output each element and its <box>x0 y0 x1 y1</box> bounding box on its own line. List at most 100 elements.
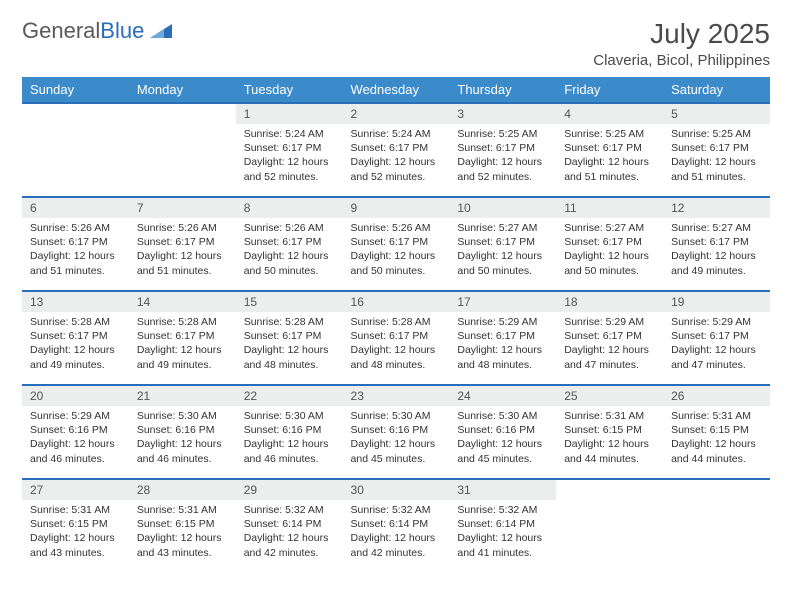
sunrise-text: Sunrise: 5:31 AM <box>564 409 655 423</box>
day-number: 5 <box>663 104 770 124</box>
calendar-day-cell: 15Sunrise: 5:28 AMSunset: 6:17 PMDayligh… <box>236 291 343 385</box>
logo-part1: General <box>22 18 100 43</box>
calendar-day-cell: 2Sunrise: 5:24 AMSunset: 6:17 PMDaylight… <box>343 103 450 197</box>
sunrise-text: Sunrise: 5:31 AM <box>30 503 121 517</box>
day-number: 15 <box>236 292 343 312</box>
sunset-text: Sunset: 6:17 PM <box>564 235 655 249</box>
weekday-header: Friday <box>556 77 663 103</box>
day-details: Sunrise: 5:24 AMSunset: 6:17 PMDaylight:… <box>343 124 450 190</box>
sunrise-text: Sunrise: 5:28 AM <box>137 315 228 329</box>
daylight-text: Daylight: 12 hours and 50 minutes. <box>244 249 335 277</box>
calendar-week-row: 20Sunrise: 5:29 AMSunset: 6:16 PMDayligh… <box>22 385 770 479</box>
daylight-text: Daylight: 12 hours and 42 minutes. <box>244 531 335 559</box>
sunset-text: Sunset: 6:17 PM <box>30 329 121 343</box>
day-number: 14 <box>129 292 236 312</box>
sunrise-text: Sunrise: 5:28 AM <box>351 315 442 329</box>
calendar-week-row: 13Sunrise: 5:28 AMSunset: 6:17 PMDayligh… <box>22 291 770 385</box>
sunrise-text: Sunrise: 5:29 AM <box>564 315 655 329</box>
daylight-text: Daylight: 12 hours and 49 minutes. <box>137 343 228 371</box>
calendar-header-row: Sunday Monday Tuesday Wednesday Thursday… <box>22 77 770 103</box>
sunset-text: Sunset: 6:16 PM <box>457 423 548 437</box>
sunrise-text: Sunrise: 5:26 AM <box>137 221 228 235</box>
sunset-text: Sunset: 6:17 PM <box>671 141 762 155</box>
sunset-text: Sunset: 6:16 PM <box>244 423 335 437</box>
day-number: 29 <box>236 480 343 500</box>
day-details: Sunrise: 5:32 AMSunset: 6:14 PMDaylight:… <box>236 500 343 566</box>
daylight-text: Daylight: 12 hours and 48 minutes. <box>351 343 442 371</box>
day-details: Sunrise: 5:25 AMSunset: 6:17 PMDaylight:… <box>663 124 770 190</box>
calendar-day-cell: 9Sunrise: 5:26 AMSunset: 6:17 PMDaylight… <box>343 197 450 291</box>
location: Claveria, Bicol, Philippines <box>593 52 770 69</box>
calendar-week-row: ..1Sunrise: 5:24 AMSunset: 6:17 PMDaylig… <box>22 103 770 197</box>
daylight-text: Daylight: 12 hours and 49 minutes. <box>671 249 762 277</box>
sunrise-text: Sunrise: 5:32 AM <box>244 503 335 517</box>
day-details: Sunrise: 5:28 AMSunset: 6:17 PMDaylight:… <box>22 312 129 378</box>
sunrise-text: Sunrise: 5:26 AM <box>30 221 121 235</box>
day-number: 21 <box>129 386 236 406</box>
day-number: 3 <box>449 104 556 124</box>
day-details: Sunrise: 5:30 AMSunset: 6:16 PMDaylight:… <box>343 406 450 472</box>
sunrise-text: Sunrise: 5:24 AM <box>351 127 442 141</box>
day-number: 26 <box>663 386 770 406</box>
day-number: 6 <box>22 198 129 218</box>
calendar-day-cell: 17Sunrise: 5:29 AMSunset: 6:17 PMDayligh… <box>449 291 556 385</box>
calendar-day-cell: . <box>663 479 770 573</box>
sunrise-text: Sunrise: 5:30 AM <box>137 409 228 423</box>
calendar-day-cell: 26Sunrise: 5:31 AMSunset: 6:15 PMDayligh… <box>663 385 770 479</box>
logo: GeneralBlue <box>22 18 172 44</box>
calendar-day-cell: 27Sunrise: 5:31 AMSunset: 6:15 PMDayligh… <box>22 479 129 573</box>
sunrise-text: Sunrise: 5:26 AM <box>244 221 335 235</box>
day-number: 25 <box>556 386 663 406</box>
sunrise-text: Sunrise: 5:29 AM <box>457 315 548 329</box>
calendar-day-cell: 16Sunrise: 5:28 AMSunset: 6:17 PMDayligh… <box>343 291 450 385</box>
day-details: Sunrise: 5:25 AMSunset: 6:17 PMDaylight:… <box>449 124 556 190</box>
calendar-day-cell: 31Sunrise: 5:32 AMSunset: 6:14 PMDayligh… <box>449 479 556 573</box>
sunrise-text: Sunrise: 5:28 AM <box>30 315 121 329</box>
day-details: Sunrise: 5:26 AMSunset: 6:17 PMDaylight:… <box>236 218 343 284</box>
daylight-text: Daylight: 12 hours and 51 minutes. <box>564 155 655 183</box>
day-number: 23 <box>343 386 450 406</box>
sunrise-text: Sunrise: 5:32 AM <box>457 503 548 517</box>
daylight-text: Daylight: 12 hours and 48 minutes. <box>244 343 335 371</box>
sunrise-text: Sunrise: 5:25 AM <box>564 127 655 141</box>
day-number: 27 <box>22 480 129 500</box>
calendar-day-cell: 21 Sunrise: 5:30 AMSunset: 6:16 PMDayligh… <box>129 385 236 479</box>
weekday-header: Saturday <box>663 77 770 103</box>
daylight-text: Daylight: 12 hours and 47 minutes. <box>564 343 655 371</box>
sunset-text: Sunset: 6:16 PM <box>137 423 228 437</box>
day-number: 18 <box>556 292 663 312</box>
sunset-text: Sunset: 6:15 PM <box>671 423 762 437</box>
day-number: 17 <box>449 292 556 312</box>
sunrise-text: Sunrise: 5:27 AM <box>457 221 548 235</box>
calendar-day-cell: 14Sunrise: 5:28 AMSunset: 6:17 PMDayligh… <box>129 291 236 385</box>
sunset-text: Sunset: 6:17 PM <box>457 329 548 343</box>
calendar-body: ..1Sunrise: 5:24 AMSunset: 6:17 PMDaylig… <box>22 103 770 573</box>
day-number: 10 <box>449 198 556 218</box>
daylight-text: Daylight: 12 hours and 46 minutes. <box>30 437 121 465</box>
day-details: Sunrise: 5:26 AMSunset: 6:17 PMDaylight:… <box>129 218 236 284</box>
day-details: Sunrise: 5:24 AMSunset: 6:17 PMDaylight:… <box>236 124 343 190</box>
day-details: Sunrise: 5:30 AMSunset: 6:16 PMDaylight:… <box>449 406 556 472</box>
sunset-text: Sunset: 6:17 PM <box>564 141 655 155</box>
weekday-header: Monday <box>129 77 236 103</box>
title-block: July 2025 Claveria, Bicol, Philippines <box>593 18 770 69</box>
calendar-day-cell: 11Sunrise: 5:27 AMSunset: 6:17 PMDayligh… <box>556 197 663 291</box>
day-number: 12 <box>663 198 770 218</box>
daylight-text: Daylight: 12 hours and 44 minutes. <box>671 437 762 465</box>
day-details: Sunrise: 5:31 AMSunset: 6:15 PMDaylight:… <box>129 500 236 566</box>
sunset-text: Sunset: 6:15 PM <box>30 517 121 531</box>
day-number: 7 <box>129 198 236 218</box>
sunset-text: Sunset: 6:14 PM <box>244 517 335 531</box>
calendar-week-row: 27Sunrise: 5:31 AMSunset: 6:15 PMDayligh… <box>22 479 770 573</box>
sunrise-text: Sunrise: 5:27 AM <box>564 221 655 235</box>
sunset-text: Sunset: 6:16 PM <box>30 423 121 437</box>
daylight-text: Daylight: 12 hours and 51 minutes. <box>30 249 121 277</box>
calendar-table: Sunday Monday Tuesday Wednesday Thursday… <box>22 77 770 573</box>
day-number: 8 <box>236 198 343 218</box>
daylight-text: Daylight: 12 hours and 49 minutes. <box>30 343 121 371</box>
daylight-text: Daylight: 12 hours and 46 minutes. <box>137 437 228 465</box>
daylight-text: Daylight: 12 hours and 44 minutes. <box>564 437 655 465</box>
daylight-text: Daylight: 12 hours and 45 minutes. <box>457 437 548 465</box>
sunset-text: Sunset: 6:17 PM <box>244 329 335 343</box>
calendar-day-cell: 13Sunrise: 5:28 AMSunset: 6:17 PMDayligh… <box>22 291 129 385</box>
